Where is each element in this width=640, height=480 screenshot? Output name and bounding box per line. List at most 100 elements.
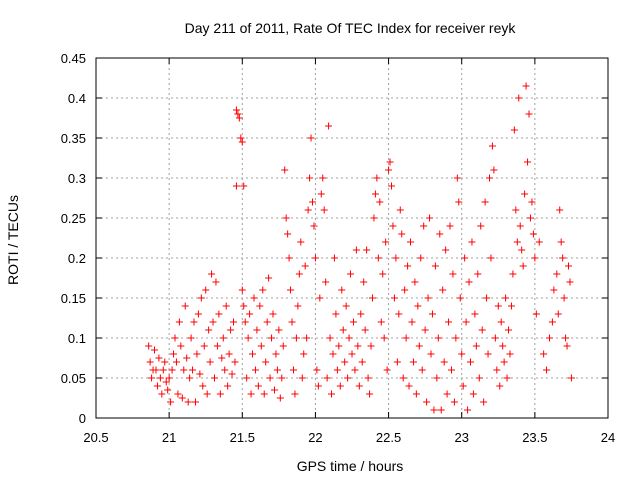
data-point <box>430 406 438 414</box>
data-point <box>330 254 338 262</box>
data-point <box>307 134 315 142</box>
data-point <box>322 278 330 286</box>
data-point <box>165 374 173 382</box>
data-point <box>357 310 365 318</box>
data-point <box>499 342 507 350</box>
data-point <box>246 310 254 318</box>
x-tick-label: 22.5 <box>376 430 401 445</box>
data-point <box>418 366 426 374</box>
data-point <box>260 390 268 398</box>
data-point <box>437 406 445 414</box>
data-point <box>401 286 409 294</box>
data-point <box>300 350 308 358</box>
data-point <box>450 398 458 406</box>
data-point <box>325 122 333 130</box>
data-point <box>399 374 407 382</box>
data-point <box>238 138 246 146</box>
data-point <box>249 350 257 358</box>
data-point <box>528 198 536 206</box>
data-point <box>493 366 501 374</box>
data-point <box>374 254 382 262</box>
data-point <box>244 334 252 342</box>
data-point <box>202 286 210 294</box>
data-point <box>335 342 343 350</box>
data-point <box>228 370 236 378</box>
data-point <box>428 310 436 318</box>
data-point <box>459 382 467 390</box>
data-point <box>395 310 403 318</box>
data-point <box>171 334 179 342</box>
data-point <box>279 342 287 350</box>
data-point <box>560 294 568 302</box>
data-point <box>309 198 317 206</box>
data-point <box>208 270 216 278</box>
data-point <box>238 286 246 294</box>
data-point <box>402 334 410 342</box>
data-point <box>421 326 429 334</box>
data-point <box>336 382 344 390</box>
data-point <box>329 350 337 358</box>
data-point <box>319 174 327 182</box>
data-point <box>376 198 384 206</box>
data-point <box>414 302 422 310</box>
data-point <box>506 350 514 358</box>
data-point <box>562 334 570 342</box>
chart-title: Day 211 of 2011, Rate Of TEC Index for r… <box>185 20 517 36</box>
data-point <box>275 326 283 334</box>
data-point <box>241 318 249 326</box>
data-point <box>289 366 297 374</box>
data-point <box>531 254 539 262</box>
data-point <box>358 358 366 366</box>
data-point <box>387 182 395 190</box>
data-point <box>285 254 293 262</box>
data-point <box>184 398 192 406</box>
data-point <box>355 382 363 390</box>
data-point <box>447 366 455 374</box>
data-point <box>433 374 441 382</box>
data-point <box>518 246 526 254</box>
data-point <box>364 374 372 382</box>
data-point <box>443 390 451 398</box>
data-point <box>259 286 267 294</box>
data-point <box>164 386 172 394</box>
data-point <box>295 270 303 278</box>
data-point <box>306 174 314 182</box>
data-point <box>349 318 357 326</box>
data-point <box>262 358 270 366</box>
data-point <box>174 390 182 398</box>
data-point <box>235 114 243 122</box>
data-point <box>525 110 533 118</box>
data-point <box>180 366 188 374</box>
data-point <box>524 158 532 166</box>
data-point <box>310 222 318 230</box>
data-point <box>224 382 232 390</box>
data-point <box>269 310 277 318</box>
data-point <box>263 318 271 326</box>
data-point <box>408 318 416 326</box>
data-point <box>320 206 328 214</box>
data-point <box>213 342 221 350</box>
data-point <box>326 334 334 342</box>
data-point <box>366 390 374 398</box>
data-point <box>216 390 224 398</box>
data-point <box>190 318 198 326</box>
data-point <box>215 310 223 318</box>
data-point <box>431 262 439 270</box>
data-point <box>507 302 515 310</box>
data-point <box>156 374 164 382</box>
data-point <box>472 342 480 350</box>
data-point <box>361 326 369 334</box>
data-point <box>390 294 398 302</box>
data-point <box>294 302 302 310</box>
data-point <box>386 158 394 166</box>
data-point <box>553 270 561 278</box>
data-point <box>396 206 404 214</box>
data-point <box>250 294 258 302</box>
data-point <box>424 294 432 302</box>
data-point <box>256 302 264 310</box>
data-point <box>193 350 201 358</box>
data-point <box>177 342 185 350</box>
data-point <box>291 390 299 398</box>
y-tick-label: 0 <box>79 411 86 426</box>
data-point <box>407 238 415 246</box>
